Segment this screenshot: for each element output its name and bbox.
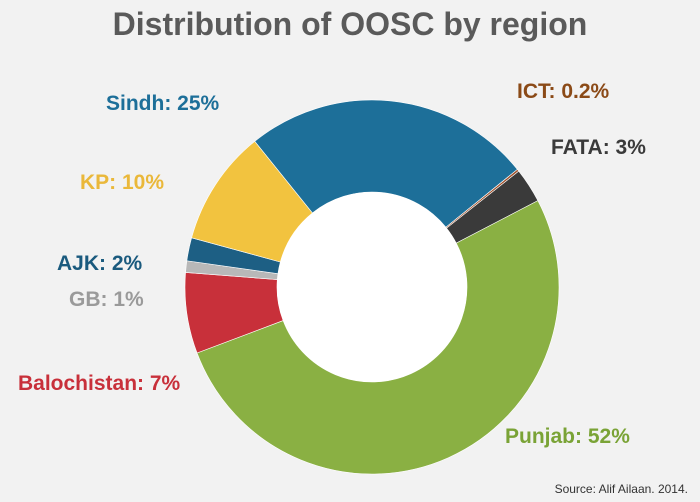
label-punjab: Punjab: 52% [505,425,630,448]
label-kp: KP: 10% [80,171,165,194]
label-ajk: AJK: 2% [57,252,143,275]
label-sindh: Sindh: 25% [106,92,220,115]
label-fata: FATA: 3% [551,136,646,159]
source-note: Source: Alif Ailaan. 2014. [554,482,688,496]
chart-title: Distribution of OOSC by region [112,6,588,42]
label-ict: ICT: 0.2% [517,80,610,103]
label-gb: GB: 1% [69,288,144,311]
label-balochistan: Balochistan: 7% [18,372,181,395]
donut-hole [277,192,467,382]
